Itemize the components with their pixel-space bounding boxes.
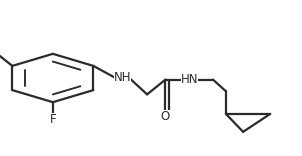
Text: F: F (50, 113, 56, 126)
Text: O: O (161, 110, 170, 123)
Text: NH: NH (114, 71, 131, 84)
Text: HN: HN (181, 73, 198, 86)
